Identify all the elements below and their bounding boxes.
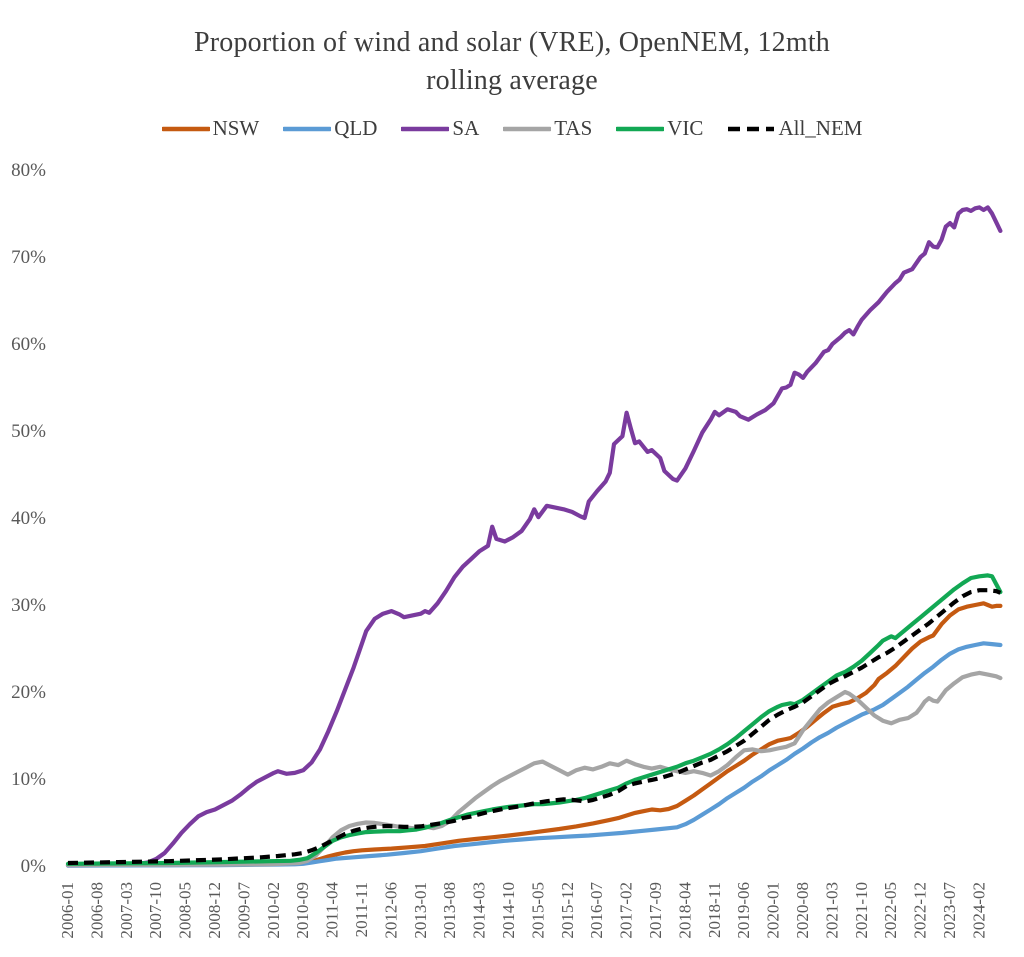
x-tick-label: 2007-10 (146, 882, 165, 939)
legend-item-QLD: QLD (283, 116, 377, 141)
legend-item-All_NEM: All_NEM (727, 116, 862, 141)
x-axis-labels: 2006-01 2006-08 2007-03 2007-10 2008-05 2008-… (58, 882, 988, 939)
x-tick-label: 2008-05 (176, 882, 195, 939)
series-line-QLD (65, 641, 1003, 868)
x-tick-label: 2021-10 (852, 882, 871, 939)
legend-swatch-All_NEM (728, 126, 775, 131)
y-tick-label: 80% (11, 160, 46, 181)
legend-label-VIC: VIC (667, 116, 704, 140)
x-tick-label: 2013-08 (440, 882, 459, 939)
x-tick-label: 2006-08 (87, 882, 106, 939)
x-tick-label: 2011-04 (323, 882, 342, 939)
series-line-NSW (65, 601, 1003, 868)
series-line-All_NEM (67, 588, 1002, 866)
legend-item-VIC: VIC (616, 116, 703, 141)
x-tick-label: 2014-10 (499, 882, 518, 939)
legend-label-QLD: QLD (334, 116, 378, 140)
x-tick-label: 2010-02 (264, 882, 283, 939)
series-line-SA (65, 205, 1003, 868)
legend-label-TAS: TAS (554, 116, 593, 140)
x-tick-label: 2012-06 (381, 882, 400, 939)
x-tick-label: 2023-07 (940, 882, 959, 939)
y-tick-label: 70% (11, 247, 46, 268)
x-tick-label: 2018-11 (705, 882, 724, 938)
x-tick-label: 2011-11 (352, 882, 371, 937)
chart-title: Proportion of wind and solar (VRE), Open… (0, 24, 1024, 100)
x-tick-label: 2017-09 (646, 882, 665, 939)
x-tick-label: 2022-12 (911, 882, 930, 939)
series-line-VIC (65, 573, 1003, 866)
series-line-TAS (65, 670, 1003, 868)
x-tick-label: 2010-09 (293, 882, 312, 939)
x-tick-label: 2013-01 (411, 882, 430, 939)
legend: NSW QLD SA TAS VIC All_NEM (0, 116, 1024, 141)
x-tick-label: 2020-08 (793, 882, 812, 939)
legend-swatch-TAS (503, 126, 552, 131)
legend-item-SA: SA (401, 116, 479, 141)
x-tick-label: 2014-03 (470, 882, 489, 939)
y-tick-label: 40% (11, 508, 46, 529)
x-tick-label: 2024-02 (969, 882, 988, 939)
y-tick-label: 50% (11, 421, 46, 442)
x-tick-label: 2022-05 (881, 882, 900, 939)
y-tick-label: 30% (11, 595, 46, 616)
chart-title-line2: rolling average (426, 65, 598, 96)
legend-swatch-VIC (616, 126, 665, 131)
x-tick-label: 2008-12 (205, 882, 224, 939)
legend-label-NSW: NSW (212, 116, 260, 140)
legend-label-SA: SA (452, 116, 480, 140)
x-tick-label: 2021-03 (822, 882, 841, 939)
y-tick-label: 20% (11, 682, 46, 703)
x-tick-label: 2007-03 (117, 882, 136, 939)
legend-swatch-SA (401, 126, 450, 131)
x-tick-label: 2015-05 (528, 882, 547, 939)
x-tick-label: 2017-02 (617, 882, 636, 939)
legend-swatch-QLD (283, 126, 332, 131)
legend-item-TAS: TAS (503, 116, 592, 141)
x-tick-label: 2006-01 (58, 882, 77, 939)
x-tick-label: 2009-07 (234, 882, 253, 939)
x-tick-label: 2020-01 (764, 882, 783, 939)
y-axis-labels: 0% 10% 20% 30% 40% 50% 60% 70% 80% (11, 160, 46, 877)
y-tick-label: 10% (11, 769, 46, 790)
y-tick-label: 0% (21, 856, 47, 877)
x-tick-label: 2018-04 (675, 882, 694, 939)
legend-label-All_NEM: All_NEM (778, 116, 863, 140)
legend-swatch-NSW (161, 126, 210, 131)
x-tick-label: 2019-06 (734, 882, 753, 939)
chart-title-line1: Proportion of wind and solar (VRE), Open… (193, 27, 831, 58)
x-tick-label: 2016-07 (587, 882, 606, 939)
x-tick-label: 2015-12 (558, 882, 577, 939)
y-tick-label: 60% (11, 334, 46, 355)
legend-item-NSW: NSW (161, 116, 260, 141)
